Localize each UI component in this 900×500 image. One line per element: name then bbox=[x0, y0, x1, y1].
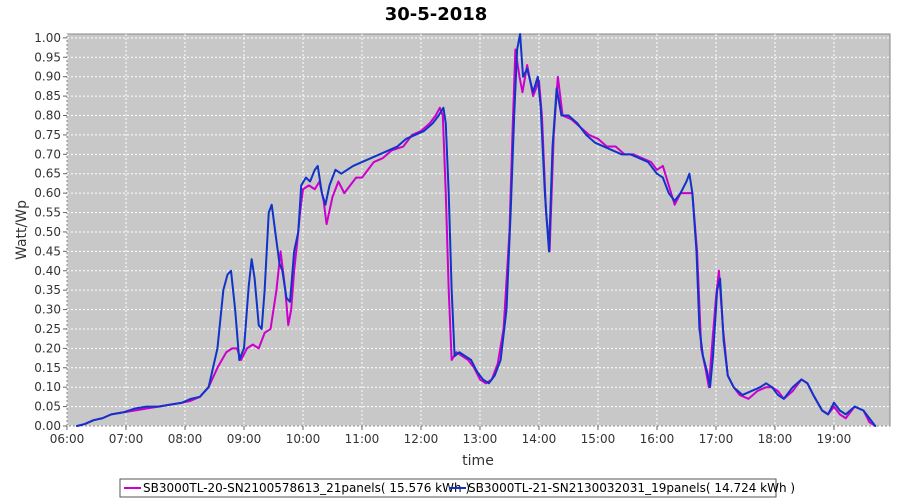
x-tick-label: 11:00 bbox=[345, 432, 380, 446]
y-tick-label: 0.75 bbox=[34, 128, 61, 142]
x-tick-label: 08:00 bbox=[168, 432, 203, 446]
y-tick-label: 0.20 bbox=[34, 341, 61, 355]
x-tick-label: 13:00 bbox=[463, 432, 498, 446]
x-tick-label: 19:00 bbox=[817, 432, 852, 446]
legend-box bbox=[119, 478, 777, 498]
x-tick-label: 09:00 bbox=[227, 432, 262, 446]
grid-lines bbox=[66, 34, 890, 427]
legend-label-series-2: SB3000TL-21-SN2130032031_19panels( 14.72… bbox=[468, 481, 795, 495]
y-tick-label: 0.45 bbox=[34, 244, 61, 258]
y-tick-label: 0.65 bbox=[34, 167, 61, 181]
y-tick-label: 1.00 bbox=[34, 31, 61, 45]
y-axis-ticks: 0.00 0.05 0.10 0.15 0.20 0.25 0.30 0.35 0.40 0.45… bbox=[34, 31, 67, 433]
y-tick-label: 0.55 bbox=[34, 206, 61, 220]
x-tick-label: 10:00 bbox=[286, 432, 321, 446]
y-tick-label: 0.60 bbox=[34, 186, 61, 200]
y-tick-label: 0.25 bbox=[34, 322, 61, 336]
legend-label-series-1: SB3000TL-20-SN2100578613_21panels( 15.57… bbox=[143, 481, 470, 495]
x-tick-label: 18:00 bbox=[758, 432, 793, 446]
y-tick-label: 0.80 bbox=[34, 109, 61, 123]
x-tick-label: 16:00 bbox=[640, 432, 675, 446]
x-tick-label: 07:00 bbox=[109, 432, 144, 446]
y-tick-label: 0.10 bbox=[34, 380, 61, 394]
y-tick-label: 0.15 bbox=[34, 361, 61, 375]
x-tick-label: 06:00 bbox=[50, 432, 85, 446]
y-tick-label: 0.70 bbox=[34, 147, 61, 161]
chart-title: 30-5-2018 bbox=[385, 4, 488, 25]
y-tick-label: 0.35 bbox=[34, 283, 61, 297]
plot-area bbox=[66, 33, 891, 427]
y-tick-label: 0.40 bbox=[34, 264, 61, 278]
y-tick-label: 0.95 bbox=[34, 50, 61, 64]
y-axis-title: Watt/Wp bbox=[14, 200, 30, 260]
series-line-2 bbox=[76, 33, 877, 427]
y-tick-label: 0.00 bbox=[34, 419, 61, 433]
y-tick-label: 0.90 bbox=[34, 70, 61, 84]
x-axis-title: time bbox=[462, 453, 494, 469]
y-tick-label: 0.50 bbox=[34, 225, 61, 239]
y-tick-label: 0.30 bbox=[34, 303, 61, 317]
series-lines bbox=[76, 33, 877, 427]
x-tick-label: 15:00 bbox=[581, 432, 616, 446]
x-tick-label: 12:00 bbox=[404, 432, 439, 446]
y-tick-label: 0.05 bbox=[34, 400, 61, 414]
x-tick-label: 14:00 bbox=[522, 432, 557, 446]
x-axis-ticks: 06:00 07:00 08:00 09:00 10:00 11:00 12:00 13:00… bbox=[50, 426, 852, 446]
y-tick-label: 0.85 bbox=[34, 89, 61, 103]
legend: SB3000TL-20-SN2100578613_21panels( 15.57… bbox=[119, 478, 795, 498]
x-tick-label: 17:00 bbox=[699, 432, 734, 446]
